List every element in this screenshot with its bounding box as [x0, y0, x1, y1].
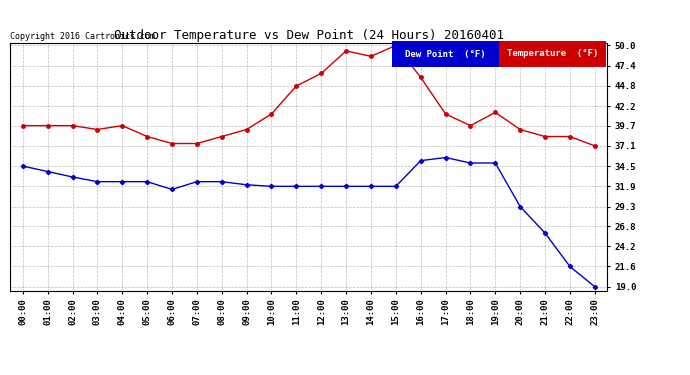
Text: Copyright 2016 Cartronics.com: Copyright 2016 Cartronics.com: [10, 32, 155, 40]
Text: Temperature  (°F): Temperature (°F): [506, 50, 598, 58]
Text: Dew Point  (°F): Dew Point (°F): [405, 50, 486, 58]
Title: Outdoor Temperature vs Dew Point (24 Hours) 20160401: Outdoor Temperature vs Dew Point (24 Hou…: [114, 29, 504, 42]
